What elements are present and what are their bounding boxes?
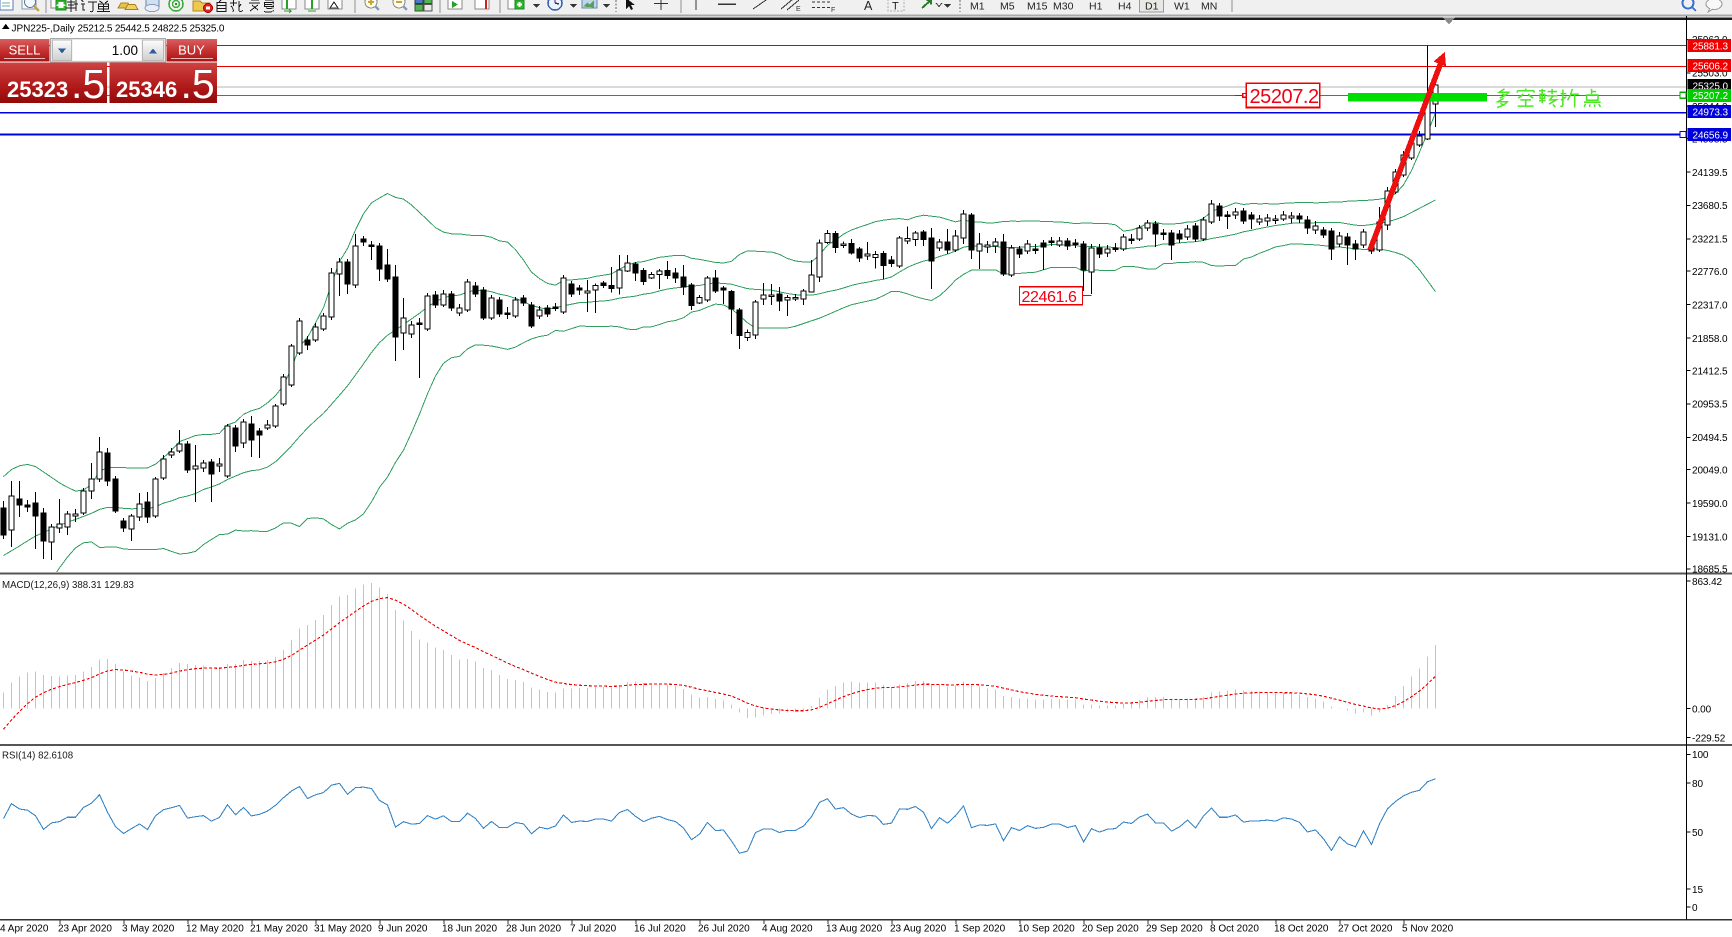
svg-text:4 Apr 2020: 4 Apr 2020 (0, 924, 49, 935)
svg-text:JPN225-,Daily: JPN225-,Daily (12, 24, 75, 35)
svg-text:25606.2: 25606.2 (1693, 61, 1729, 72)
svg-text:MN: MN (1201, 1, 1217, 13)
svg-text:19590.0: 19590.0 (1692, 499, 1728, 510)
svg-text:25207.2: 25207.2 (1693, 91, 1729, 102)
svg-text:RSI(14) 82.6108: RSI(14) 82.6108 (2, 751, 73, 762)
svg-text:26 Jul 2020: 26 Jul 2020 (698, 924, 750, 935)
svg-text:25325.0: 25325.0 (1693, 81, 1729, 92)
svg-text:25346: 25346 (116, 77, 177, 102)
svg-text:15: 15 (1692, 885, 1703, 896)
svg-text:21858.0: 21858.0 (1692, 334, 1728, 345)
svg-text:12 May 2020: 12 May 2020 (186, 924, 244, 935)
svg-text:18 Oct 2020: 18 Oct 2020 (1274, 924, 1329, 935)
svg-text:25503.0: 25503.0 (1692, 69, 1728, 80)
svg-text:31 May 2020: 31 May 2020 (314, 924, 372, 935)
svg-text:25207.2: 25207.2 (1250, 86, 1319, 108)
svg-text:1.00: 1.00 (112, 43, 138, 58)
svg-text:863.42: 863.42 (1692, 577, 1723, 588)
svg-text:22461.6: 22461.6 (1022, 289, 1078, 306)
svg-text:18 Jun 2020: 18 Jun 2020 (442, 924, 497, 935)
svg-text:20049.0: 20049.0 (1692, 466, 1728, 477)
svg-text:F: F (831, 7, 835, 14)
svg-text:24139.5: 24139.5 (1692, 168, 1728, 179)
svg-text:M15: M15 (1027, 1, 1048, 13)
svg-text:20953.5: 20953.5 (1692, 400, 1728, 411)
svg-text:13 Aug 2020: 13 Aug 2020 (826, 924, 883, 935)
svg-text:SELL: SELL (9, 43, 41, 58)
svg-text:10 Sep 2020: 10 Sep 2020 (1018, 924, 1075, 935)
svg-text:H1: H1 (1089, 1, 1103, 13)
svg-text:MACD(12,26,9) 388.31 129.83: MACD(12,26,9) 388.31 129.83 (2, 580, 134, 591)
svg-text:50: 50 (1692, 828, 1703, 839)
svg-text:23680.5: 23680.5 (1692, 201, 1728, 212)
svg-text:25323: 25323 (7, 77, 68, 102)
svg-text:M5: M5 (1000, 1, 1015, 13)
svg-text:A: A (864, 0, 873, 13)
svg-text:19131.0: 19131.0 (1692, 532, 1728, 543)
svg-text:20 Sep 2020: 20 Sep 2020 (1082, 924, 1139, 935)
svg-text:100: 100 (1692, 750, 1709, 761)
svg-text:5 Nov 2020: 5 Nov 2020 (1402, 924, 1454, 935)
svg-text:0: 0 (1692, 903, 1698, 914)
svg-text:27 Oct 2020: 27 Oct 2020 (1338, 924, 1393, 935)
svg-text:7 Jul 2020: 7 Jul 2020 (570, 924, 617, 935)
svg-text:23 Aug 2020: 23 Aug 2020 (890, 924, 947, 935)
svg-text:24656.9: 24656.9 (1693, 130, 1729, 141)
svg-text:22317.0: 22317.0 (1692, 300, 1728, 311)
svg-text:25881.3: 25881.3 (1693, 41, 1729, 52)
svg-text:H4: H4 (1118, 1, 1132, 13)
svg-text:1 Sep 2020: 1 Sep 2020 (954, 924, 1006, 935)
svg-text:16 Jul 2020: 16 Jul 2020 (634, 924, 686, 935)
svg-text:23221.5: 23221.5 (1692, 235, 1728, 246)
svg-text:.5: .5 (181, 61, 215, 107)
svg-text:22776.0: 22776.0 (1692, 267, 1728, 278)
svg-text:-229.52: -229.52 (1692, 733, 1726, 744)
svg-text:21412.5: 21412.5 (1692, 366, 1728, 377)
svg-text:BUY: BUY (178, 43, 205, 58)
svg-text:D1: D1 (1145, 1, 1159, 13)
svg-text:W1: W1 (1174, 1, 1190, 13)
svg-text:8 Oct 2020: 8 Oct 2020 (1210, 924, 1259, 935)
svg-text:9 Jun 2020: 9 Jun 2020 (378, 924, 428, 935)
svg-text:21 May 2020: 21 May 2020 (250, 924, 308, 935)
svg-text:80: 80 (1692, 779, 1703, 790)
svg-text:E: E (796, 6, 801, 13)
svg-text:0.00: 0.00 (1692, 704, 1712, 715)
svg-text:M30: M30 (1053, 1, 1074, 13)
svg-text:29 Sep 2020: 29 Sep 2020 (1146, 924, 1203, 935)
svg-text:18685.5: 18685.5 (1692, 565, 1728, 576)
svg-text:4 Aug 2020: 4 Aug 2020 (762, 924, 813, 935)
svg-text:T: T (892, 1, 899, 13)
svg-text:24973.3: 24973.3 (1693, 107, 1729, 118)
svg-text:23 Apr 2020: 23 Apr 2020 (58, 924, 112, 935)
svg-text:28 Jun 2020: 28 Jun 2020 (506, 924, 561, 935)
svg-text:M1: M1 (970, 1, 985, 13)
svg-text:3 May 2020: 3 May 2020 (122, 924, 175, 935)
svg-text:.5: .5 (71, 61, 105, 107)
svg-text:25212.5 25442.5 24822.5 25325.: 25212.5 25442.5 24822.5 25325.0 (78, 24, 225, 35)
svg-text:20494.5: 20494.5 (1692, 433, 1728, 444)
